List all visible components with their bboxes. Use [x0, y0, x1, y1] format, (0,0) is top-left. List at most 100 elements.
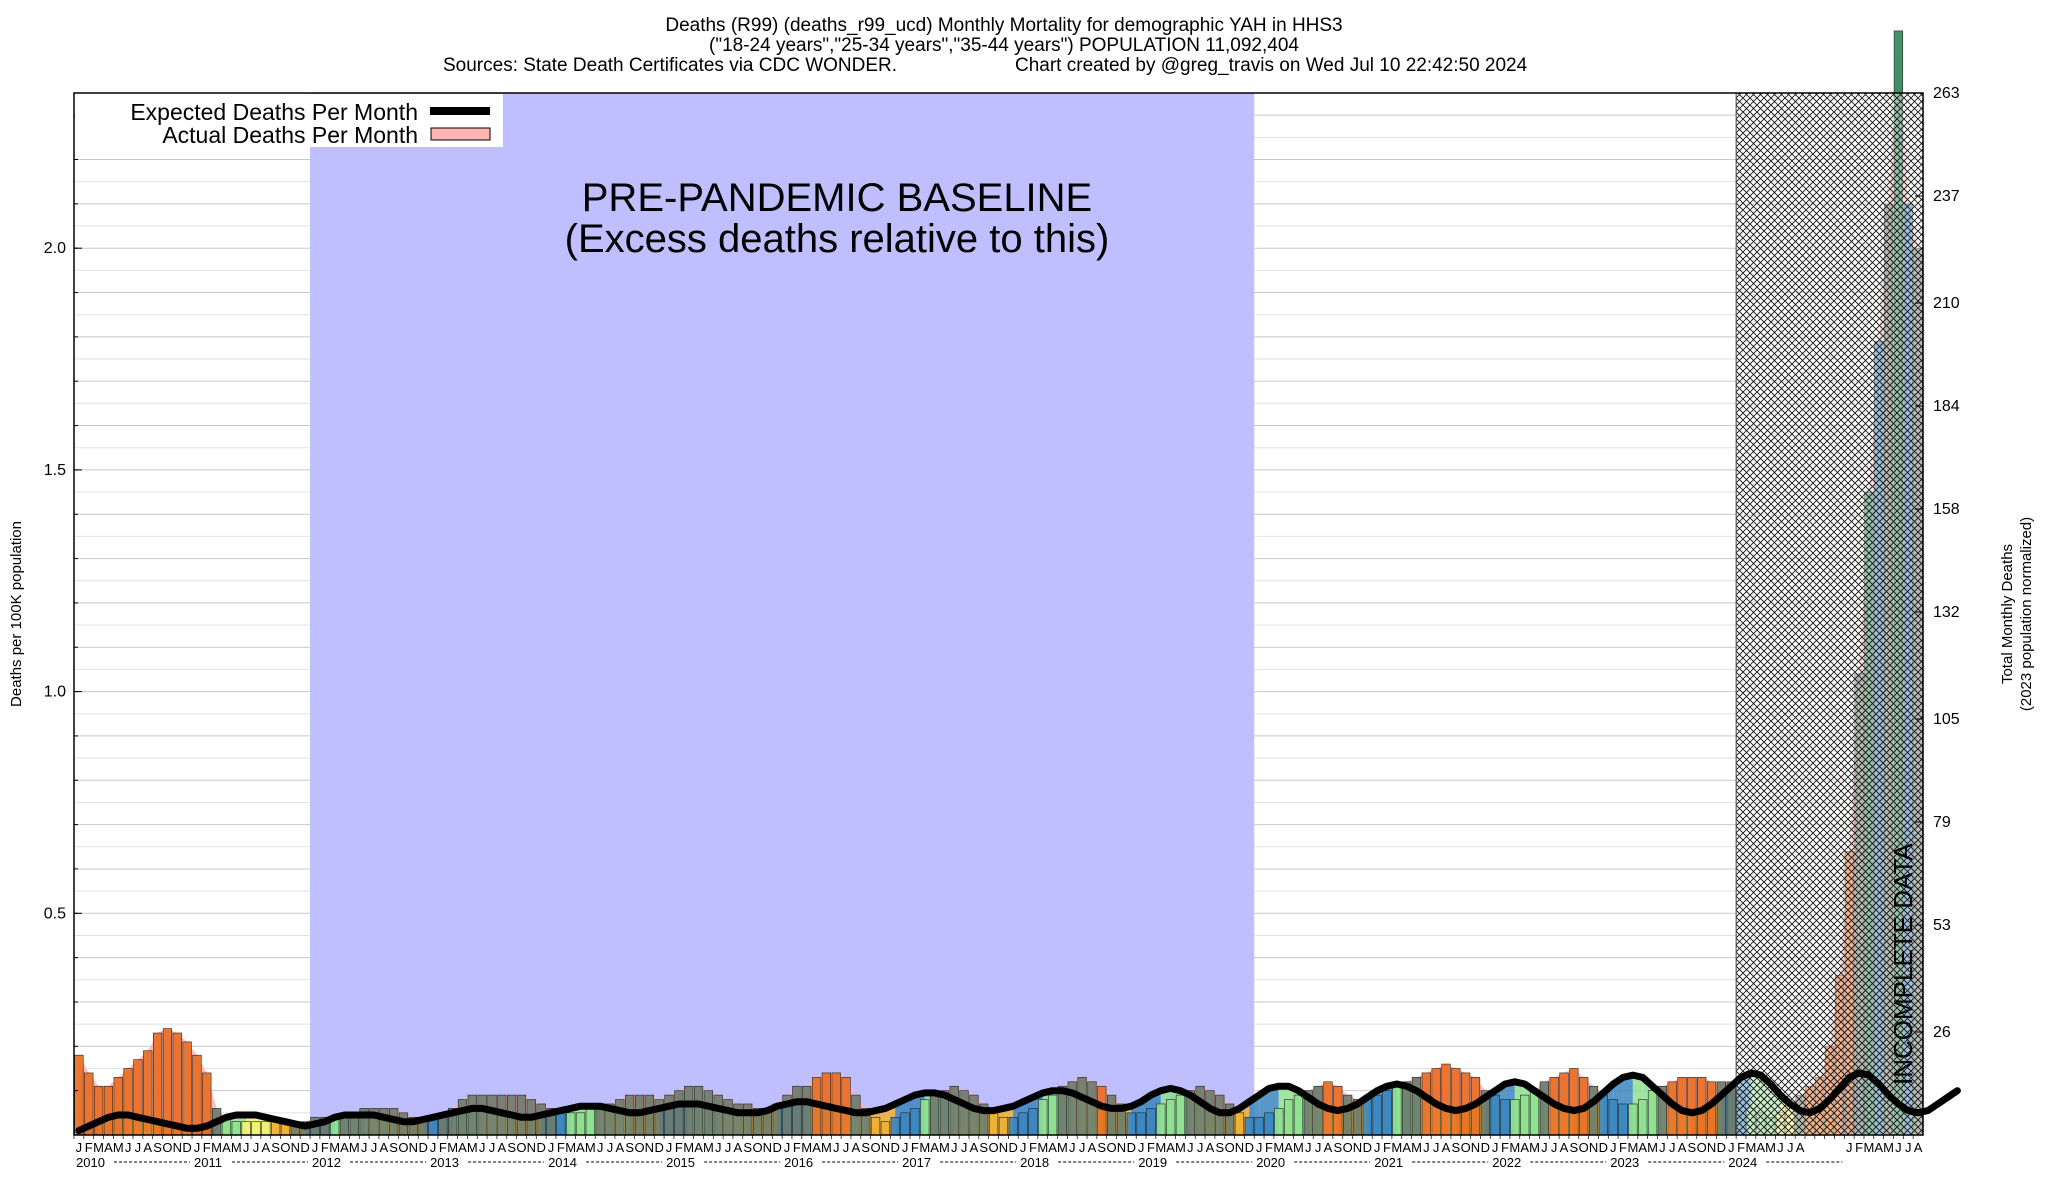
x-month-label: D: [1245, 1140, 1254, 1155]
x-year-label: 2016: [784, 1155, 813, 1170]
month-bar: [1421, 1072, 1431, 1136]
x-month-label: O: [162, 1140, 172, 1155]
x-month-label: A: [1874, 1140, 1883, 1155]
x-month-label: A: [812, 1140, 821, 1155]
month-bar: [1126, 1112, 1136, 1136]
x-month-label: D: [1127, 1140, 1136, 1155]
chart-source-text: Sources: State Death Certificates via CD…: [443, 55, 897, 76]
x-month-label: J: [1079, 1140, 1086, 1155]
baseline-shading: [310, 93, 1255, 1135]
x-month-label: F: [1855, 1140, 1863, 1155]
x-month-label: J: [1846, 1140, 1853, 1155]
x-month-label: S: [861, 1140, 870, 1155]
x-month-label: J: [1069, 1140, 1076, 1155]
x-month-label: A: [143, 1140, 152, 1155]
x-month-label: J: [607, 1140, 614, 1155]
x-month-label: S: [1333, 1140, 1342, 1155]
x-month-label: M: [703, 1140, 714, 1155]
x-month-label: A: [261, 1140, 270, 1155]
month-bar: [1038, 1099, 1048, 1136]
x-month-label: J: [843, 1140, 850, 1155]
y2-tick-label: 132: [1933, 604, 1960, 621]
month-bar: [1569, 1068, 1579, 1136]
month-bar: [920, 1099, 930, 1136]
x-month-label: J: [1610, 1140, 1617, 1155]
x-month-label: A: [1796, 1140, 1805, 1155]
month-bar: [1254, 1116, 1264, 1136]
month-bar: [566, 1112, 576, 1136]
month-bar: [1588, 1085, 1599, 1136]
month-bar: [556, 1112, 566, 1136]
month-bar: [1490, 1094, 1500, 1136]
x-month-label: A: [1638, 1140, 1647, 1155]
x-month-label: M: [1037, 1140, 1048, 1155]
month-bar: [1106, 1094, 1117, 1136]
month-bar: [1529, 1090, 1540, 1136]
month-bar: [113, 1077, 123, 1136]
x-year-label: 2019: [1138, 1155, 1167, 1170]
x-month-label: O: [516, 1140, 526, 1155]
x-year-label: 2020: [1256, 1155, 1285, 1170]
x-month-label: F: [911, 1140, 919, 1155]
legend: Expected Deaths Per Month Actual Deaths …: [75, 94, 503, 148]
x-month-label: A: [1402, 1140, 1411, 1155]
x-month-label: N: [527, 1140, 536, 1155]
month-bar: [713, 1094, 723, 1136]
x-month-label: A: [1284, 1140, 1293, 1155]
x-month-label: M: [447, 1140, 458, 1155]
month-bar: [693, 1085, 704, 1136]
x-month-label: O: [634, 1140, 644, 1155]
month-bar: [880, 1121, 891, 1136]
x-month-label: O: [1579, 1140, 1589, 1155]
month-bar: [1647, 1090, 1658, 1136]
x-month-label: J: [1492, 1140, 1499, 1155]
x-month-label: A: [222, 1140, 231, 1155]
x-month-label: N: [1235, 1140, 1244, 1155]
baseline-heading: PRE-PANDEMIC BASELINE: [582, 176, 1093, 220]
x-month-label: O: [1225, 1140, 1235, 1155]
month-bar: [1539, 1081, 1549, 1136]
month-bar: [74, 1054, 84, 1136]
x-month-label: J: [371, 1140, 378, 1155]
x-month-label: D: [891, 1140, 900, 1155]
month-bar: [1687, 1077, 1697, 1136]
x-month-label: O: [1343, 1140, 1353, 1155]
x-month-label: M: [1155, 1140, 1166, 1155]
x-month-label: D: [1481, 1140, 1490, 1155]
x-month-label: J: [715, 1140, 722, 1155]
x-month-label: J: [1669, 1140, 1676, 1155]
month-bar: [1362, 1099, 1372, 1136]
month-bar: [792, 1085, 802, 1136]
month-bar: [241, 1121, 251, 1136]
month-bar: [1175, 1094, 1186, 1136]
x-year-label: 2017: [902, 1155, 931, 1170]
x-month-label: J: [1787, 1140, 1794, 1155]
x-month-label: J: [951, 1140, 958, 1155]
legend-label-expected: Expected Deaths Per Month: [130, 99, 418, 125]
chart-title-line-2: ("18-24 years","25-34 years","35-44 year…: [709, 35, 1299, 56]
x-month-label: S: [153, 1140, 162, 1155]
x-month-label: J: [312, 1140, 319, 1155]
x-year-label: 2011: [194, 1155, 222, 1170]
x-month-label: O: [1697, 1140, 1707, 1155]
month-bar: [910, 1108, 920, 1136]
x-year-label: 2024: [1728, 1155, 1757, 1170]
month-bar: [133, 1059, 143, 1136]
month-bar: [162, 1028, 173, 1136]
baseline-region: [310, 93, 1255, 1135]
x-month-label: O: [280, 1140, 290, 1155]
month-bar: [477, 1094, 487, 1136]
y-tick-label: 1.0: [44, 684, 66, 701]
y2-tick-label: 263: [1933, 85, 1960, 102]
x-month-label: S: [979, 1140, 988, 1155]
month-bar: [1097, 1085, 1107, 1136]
x-month-label: N: [999, 1140, 1008, 1155]
month-bar: [585, 1108, 595, 1136]
x-month-label: A: [616, 1140, 625, 1155]
x-month-label: J: [253, 1140, 260, 1155]
x-month-label: M: [1293, 1140, 1304, 1155]
x-month-label: A: [852, 1140, 861, 1155]
month-bar: [1274, 1108, 1284, 1136]
x-year-label: 2013: [430, 1155, 459, 1170]
month-bar: [1618, 1103, 1628, 1136]
